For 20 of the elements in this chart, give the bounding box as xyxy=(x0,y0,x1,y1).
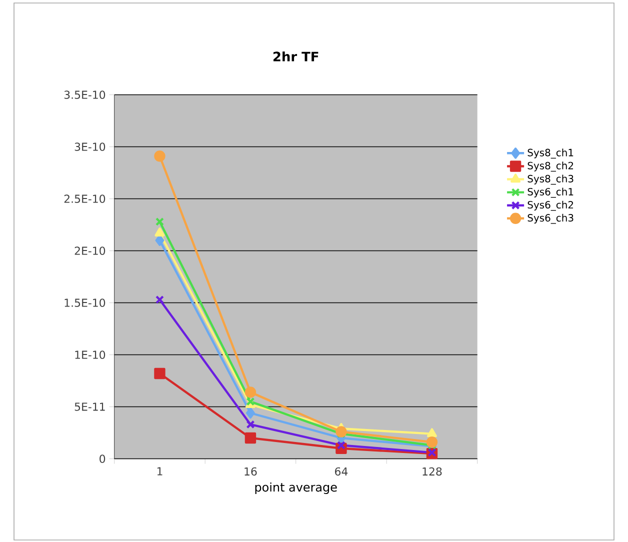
y-tick-label: 2.5E-10 xyxy=(64,194,106,203)
legend-label: Sys8_ch3 xyxy=(528,174,574,185)
legend-label: Sys8_ch2 xyxy=(528,162,574,172)
legend-label: Sys6_ch2 xyxy=(528,200,574,211)
y-tick-label: 2E-10 xyxy=(74,246,106,255)
x-tick-label: 64 xyxy=(335,467,348,476)
chart-title: 2hr TF xyxy=(273,51,318,62)
legend-label: Sys8_ch1 xyxy=(528,148,574,159)
y-tick-label: 1.5E-10 xyxy=(64,298,106,307)
y-tick-label: 5E-11 xyxy=(74,402,105,411)
legend-label: Sys6_ch3 xyxy=(528,214,574,224)
x-tick-label: 128 xyxy=(422,467,442,476)
y-tick-label: 3E-10 xyxy=(74,142,106,151)
x-axis-title: point average xyxy=(255,482,337,494)
y-tick-label: 1E-10 xyxy=(75,350,106,359)
y-tick-label: 3.5E-10 xyxy=(64,90,106,99)
x-tick-label: 1 xyxy=(157,467,162,476)
x-tick-label: 16 xyxy=(244,467,257,476)
y-tick-label: 0 xyxy=(100,454,106,463)
legend-label: Sys6_ch1 xyxy=(528,188,574,198)
